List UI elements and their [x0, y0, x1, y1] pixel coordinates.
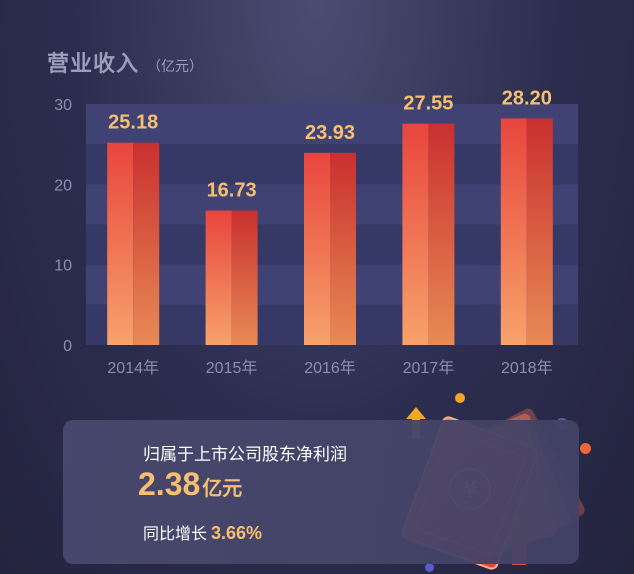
x-tick-label: 2016年	[304, 359, 356, 377]
net-profit-value: 2.38	[138, 466, 201, 502]
x-tick-label: 2017年	[403, 359, 455, 377]
decor-dot-blue	[425, 563, 434, 572]
growth-value: 3.66%	[211, 523, 263, 543]
y-tick-label: 20	[54, 177, 72, 194]
bar-right-face	[428, 123, 455, 345]
bar-value-labels: 25.18 16.73 23.93 27.55 28.20	[108, 87, 552, 201]
chart-title-group: 营业收入 （亿元）	[47, 46, 203, 78]
grid-band	[86, 104, 578, 145]
bar-value-label: 23.93	[305, 122, 355, 144]
bar-value-label: 27.55	[403, 93, 453, 115]
bar-left-face	[304, 152, 330, 345]
bar-right-face	[231, 210, 258, 345]
net-profit-label: 归属于上市公司股东净利润	[143, 445, 347, 464]
net-profit-card: 归属于上市公司股东净利润 2.38 亿元 同比增长 3.66%	[63, 420, 579, 564]
net-profit-value-group: 2.38 亿元	[138, 466, 242, 503]
bar-right-face	[330, 152, 356, 345]
bar	[304, 152, 356, 345]
bar	[402, 123, 455, 345]
bar-right-face	[526, 118, 553, 346]
y-tick-label: 30	[54, 97, 72, 114]
chart-title: 营业收入	[47, 51, 140, 76]
chart-unit: （亿元）	[147, 58, 204, 74]
bar	[107, 142, 160, 345]
net-profit-unit: 亿元	[202, 478, 243, 500]
bar-series	[107, 118, 553, 346]
bar-left-face	[402, 123, 429, 345]
bar-left-face	[107, 142, 134, 345]
bar-value-label: 16.73	[207, 180, 257, 202]
bar	[500, 118, 553, 346]
y-tick-label: 0	[63, 338, 72, 355]
x-tick-label: 2015年	[206, 359, 258, 377]
x-tick-label: 2014年	[107, 359, 159, 377]
growth-label: 同比增长	[143, 526, 208, 543]
y-tick-label: 10	[54, 258, 72, 275]
bar	[205, 210, 258, 345]
x-tick-label: 2018年	[501, 359, 553, 377]
bar-right-face	[133, 142, 160, 345]
x-axis: 2014年 2015年 2016年 2017年 2018年	[107, 359, 552, 377]
bar-value-label: 25.18	[108, 112, 158, 134]
bar-left-face	[205, 210, 232, 345]
bar-value-label: 28.20	[502, 87, 552, 109]
growth-row: 同比增长 3.66%	[143, 520, 262, 544]
y-axis: 0 10 20 30	[54, 97, 72, 355]
decor-dot-orange	[455, 393, 465, 403]
decor-dot-red	[580, 443, 591, 454]
bar-left-face	[500, 118, 527, 346]
